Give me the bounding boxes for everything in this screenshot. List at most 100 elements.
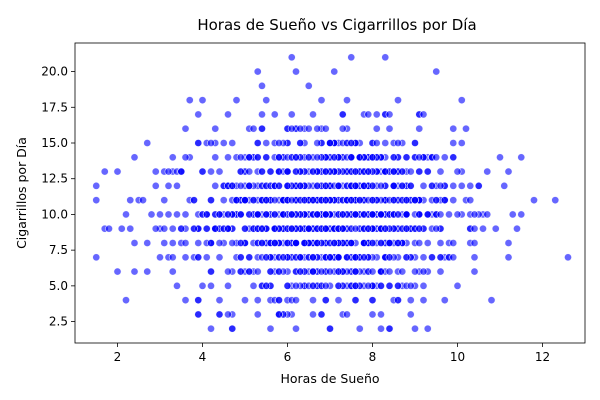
scatter-point [236, 239, 245, 247]
scatter-point [411, 324, 419, 333]
scatter-point [453, 210, 462, 219]
scatter-point [236, 167, 245, 176]
scatter-point [368, 310, 377, 319]
scatter-point [232, 96, 241, 105]
scatter-point [228, 139, 237, 147]
scatter-point [406, 296, 415, 305]
scatter-point [113, 167, 122, 176]
scatter-point [368, 239, 377, 247]
scatter-point [440, 153, 449, 162]
plot-frame [74, 42, 586, 344]
scatter-point [92, 181, 101, 190]
scatter-point [168, 253, 177, 262]
scatter-point [219, 196, 228, 205]
scatter-point [194, 296, 203, 305]
scatter-point [194, 110, 203, 119]
scatter-point [334, 267, 343, 276]
scatter-point [385, 124, 394, 133]
scatter-point [130, 239, 139, 247]
scatter-point [143, 139, 152, 147]
scatter-point [160, 239, 169, 247]
scatter-point [423, 210, 432, 219]
scatter-point [330, 153, 339, 162]
scatter-point [198, 281, 207, 290]
scatter-point [449, 153, 458, 162]
scatter-point [313, 239, 322, 247]
scatter-point [321, 210, 330, 219]
scatter-point [330, 67, 339, 76]
scatter-point [168, 153, 177, 162]
scatter-point [249, 196, 258, 205]
scatter-point [513, 224, 521, 233]
scatter-point [258, 224, 266, 233]
points-layer [92, 53, 572, 333]
scatter-point [245, 253, 254, 262]
scatter-point [296, 267, 305, 276]
scatter-point [92, 196, 101, 205]
scatter-point [164, 167, 173, 176]
scatter-point [262, 153, 271, 162]
scatter-point [317, 267, 326, 276]
scatter-point [551, 196, 560, 205]
scatter-point [470, 224, 479, 233]
scatter-point [190, 196, 198, 205]
scatter-point [351, 181, 360, 190]
scatter-point [207, 196, 215, 205]
scatter-point [309, 253, 317, 262]
scatter-point [245, 153, 254, 162]
scatter-point [275, 296, 283, 305]
scatter-point [368, 210, 377, 219]
scatter-point [228, 181, 237, 190]
scatter-point [283, 181, 292, 190]
scatter-point [224, 110, 232, 119]
x-axis-label: Horas de Sueño [280, 371, 379, 386]
scatter-point [304, 124, 313, 133]
scatter-point [279, 210, 288, 219]
scatter-point [275, 181, 283, 190]
scatter-point [377, 281, 385, 290]
scatter-point [228, 239, 237, 247]
scatter-point [326, 324, 334, 333]
scatter-point [334, 181, 343, 190]
x-tick-label: 6 [284, 350, 292, 364]
scatter-point [168, 239, 177, 247]
scatter-point [368, 296, 377, 305]
x-tick-label: 2 [114, 350, 122, 364]
scatter-point [394, 239, 402, 247]
scatter-point [470, 267, 479, 276]
scatter-point [156, 210, 164, 219]
scatter-point [215, 253, 224, 262]
scatter-point [355, 196, 364, 205]
scatter-point [415, 210, 424, 219]
scatter-point [181, 296, 190, 305]
scatter-point [389, 167, 398, 176]
scatter-point [211, 224, 220, 233]
scatter-point [530, 196, 538, 205]
scatter-point [377, 324, 385, 333]
scatter-point [313, 181, 322, 190]
scatter-point [364, 281, 373, 290]
scatter-point [419, 253, 428, 262]
scatter-point [385, 267, 394, 276]
scatter-point [411, 196, 419, 205]
scatter-point [198, 96, 207, 105]
scatter-point [368, 267, 377, 276]
scatter-point [143, 267, 152, 276]
scatter-point [296, 139, 305, 147]
scatter-point [241, 196, 249, 205]
scatter-point [300, 196, 309, 205]
scatter-point [347, 196, 356, 205]
scatter-point [164, 181, 173, 190]
scatter-point [287, 210, 296, 219]
scatter-point [347, 139, 356, 147]
scatter-point [436, 181, 445, 190]
scatter-point [262, 196, 271, 205]
scatter-point [364, 110, 373, 119]
scatter-point [419, 281, 428, 290]
y-tick-label: 7.5 [49, 243, 68, 257]
scatter-point [126, 196, 135, 205]
scatter-point [436, 167, 445, 176]
scatter-point [360, 253, 368, 262]
scatter-point [402, 210, 411, 219]
